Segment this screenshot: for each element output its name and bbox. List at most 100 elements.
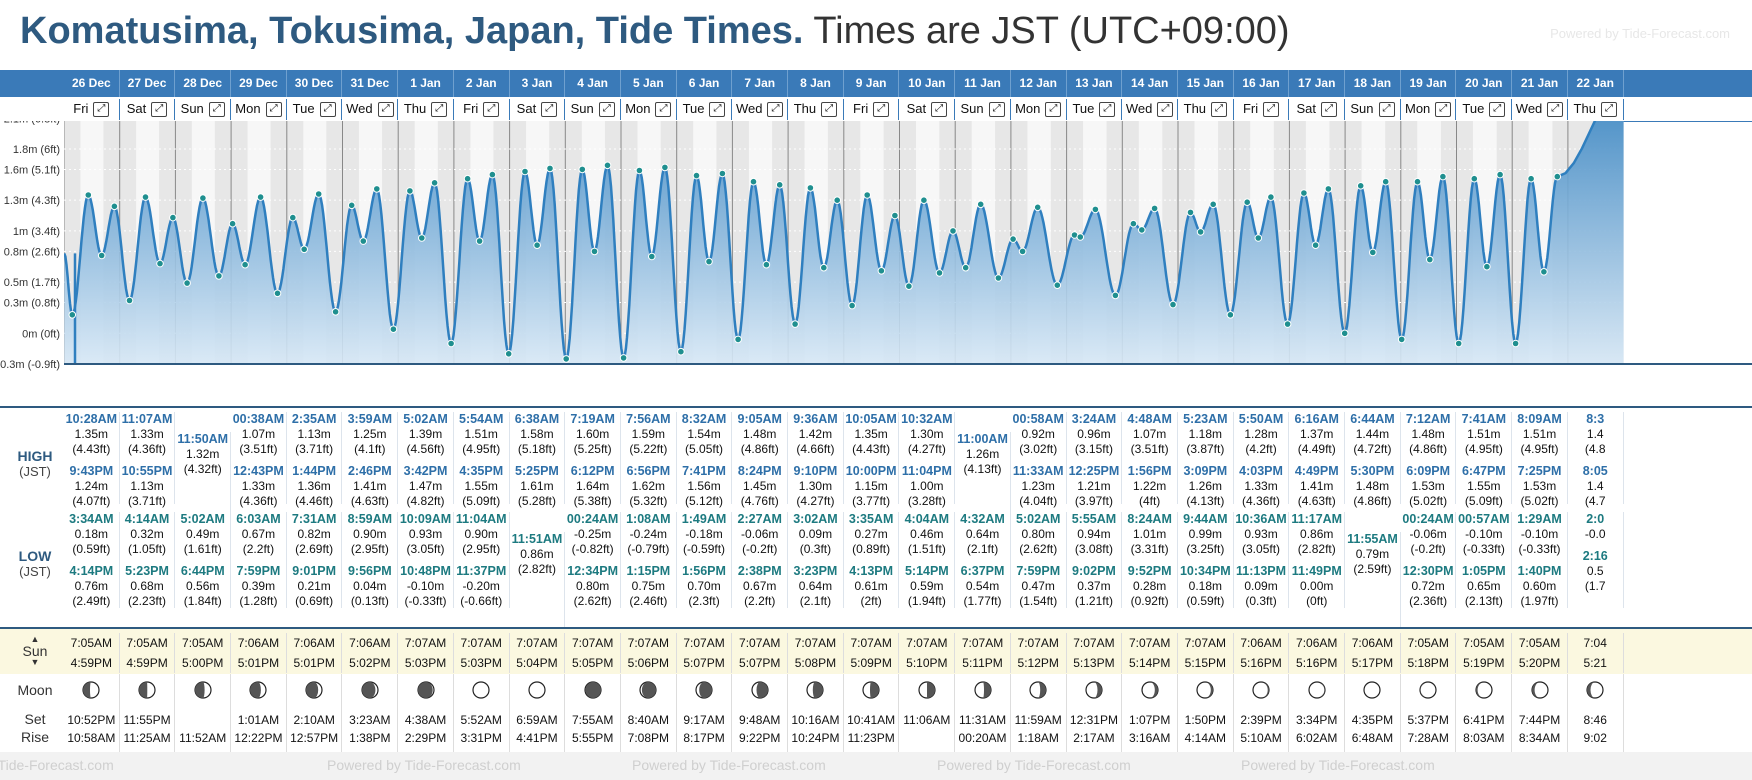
expand-icon[interactable]: ⤢ bbox=[319, 102, 336, 118]
tide-height-ft: (4.07ft) bbox=[72, 494, 111, 508]
tide-extreme-point bbox=[661, 163, 669, 172]
date-cell: 10 Jan bbox=[900, 70, 956, 97]
tide-height-ft: (3.28ft) bbox=[907, 494, 946, 508]
moon-phase-icon bbox=[973, 681, 992, 699]
y-tick-label: 0m (0ft) bbox=[22, 328, 60, 340]
tide-time: 1:49AM bbox=[681, 512, 727, 526]
y-tick-label: -0.3m (-0.9ft) bbox=[0, 359, 60, 371]
tide-chart-svg: -0.3m (-0.9ft) 0m (0ft) 0.3m (0.8ft) 0.5m (… bbox=[0, 121, 1752, 406]
tide-time: 2:35AM bbox=[291, 412, 337, 426]
sun-cell: 7:07AM 5:06PM bbox=[621, 633, 677, 673]
sunrise-time: 7:06AM bbox=[349, 636, 391, 650]
expand-icon[interactable]: ⤢ bbox=[431, 102, 448, 118]
tide-extreme-point bbox=[1243, 198, 1251, 206]
tide-height-ft: (4.27ft) bbox=[796, 494, 835, 508]
powered-by-watermark: Powered by Tide-Forecast.com bbox=[1241, 757, 1435, 773]
low-tide-cell: 6:03AM 0.67m (2.2ft) 7:59PM 0.39m (1.28ft) bbox=[231, 512, 287, 608]
day-of-week: Sun bbox=[180, 101, 204, 116]
expand-icon[interactable]: ⤢ bbox=[483, 102, 500, 118]
low-tide-entry: 6:44PM 0.56m (1.84ft) bbox=[175, 564, 230, 609]
expand-icon[interactable]: ⤢ bbox=[93, 102, 110, 118]
low-tide-cell: 11:17AM 0.86m (2.82ft) 11:49PM 0.00m (0ft) bbox=[1289, 512, 1346, 608]
tide-time: 7:19AM bbox=[570, 412, 615, 426]
y-axis-panel bbox=[0, 121, 64, 406]
tide-height-m: 0.64m bbox=[965, 527, 1000, 541]
tide-height-ft: (0.59ft) bbox=[72, 542, 111, 556]
tide-height-ft: (1.97ft) bbox=[1520, 594, 1559, 608]
tide-extreme-point bbox=[578, 165, 587, 174]
expand-icon[interactable]: ⤢ bbox=[1547, 102, 1564, 118]
moonset-time: 2:10AM bbox=[293, 713, 335, 727]
tide-height-ft: (2.46ft) bbox=[629, 594, 668, 608]
tide-height-ft: (5.02ft) bbox=[1520, 494, 1559, 508]
expand-icon[interactable]: ⤢ bbox=[931, 102, 948, 118]
expand-icon[interactable]: ⤢ bbox=[821, 102, 838, 118]
expand-icon[interactable]: ⤢ bbox=[1211, 102, 1228, 118]
tide-height-ft: (4.63ft) bbox=[350, 494, 389, 508]
tide-height-m: 1.15m bbox=[854, 479, 888, 493]
high-tide-cell: 3:24AM 0.96m (3.15ft) 12:25PM 1.21m (3.97ft) bbox=[1067, 412, 1123, 508]
tide-height-m: 0.28m bbox=[1132, 579, 1167, 593]
tide-extreme-point bbox=[1381, 177, 1390, 186]
sun-cell: 7:07AM 5:03PM bbox=[454, 633, 510, 673]
date-cell: 14 Jan bbox=[1122, 70, 1178, 97]
expand-icon[interactable]: ⤢ bbox=[767, 102, 784, 118]
expand-icon[interactable]: ⤢ bbox=[208, 102, 225, 118]
expand-icon[interactable]: ⤢ bbox=[1045, 102, 1062, 118]
expand-icon[interactable]: ⤢ bbox=[655, 102, 672, 118]
expand-icon[interactable]: ⤢ bbox=[1435, 102, 1452, 118]
tide-area bbox=[64, 121, 1624, 364]
tide-extreme-point bbox=[141, 193, 150, 201]
expand-icon[interactable]: ⤢ bbox=[1320, 102, 1337, 118]
moon-cell: 5:37PM 7:28AM bbox=[1401, 674, 1457, 752]
expand-icon[interactable]: ⤢ bbox=[1600, 102, 1617, 118]
tide-height-m: 0.39m bbox=[241, 579, 276, 593]
moon-phase-icon bbox=[1419, 681, 1437, 699]
tide-extreme-point bbox=[1091, 205, 1100, 214]
tide-height-m: 1.54m bbox=[687, 427, 721, 441]
expand-icon[interactable]: ⤢ bbox=[1099, 102, 1116, 118]
moonrise-time: 1:18AM bbox=[1017, 731, 1059, 745]
expand-icon[interactable]: ⤢ bbox=[1263, 102, 1280, 118]
tide-extreme-point bbox=[1196, 228, 1205, 236]
expand-icon[interactable]: ⤢ bbox=[873, 102, 890, 118]
tide-height-ft: (4.86ft) bbox=[1353, 494, 1392, 508]
moonset-time: 6:41PM bbox=[1463, 713, 1505, 727]
day-cell: Tue ⤢ bbox=[1067, 99, 1123, 120]
tide-time: 5:25PM bbox=[515, 464, 559, 478]
high-tide-cell: 6:16AM 1.37m (4.49ft) 4:49PM 1.41m (4.63ft) bbox=[1289, 412, 1346, 508]
low-tide-entry: 2:27AM -0.06m (-0.2ft) bbox=[732, 512, 787, 557]
moon-cell: 3:23AM 1:38PM bbox=[343, 674, 399, 752]
low-tide-cell: 10:36AM 0.93m (3.05ft) 11:13PM 0.09m (0.3ft) bbox=[1234, 512, 1290, 608]
sun-cell: 7:06AM 5:01PM bbox=[231, 633, 287, 673]
low-tide-cell: 8:59AM 0.90m (2.95ft) 9:56PM 0.04m (0.13ft) bbox=[343, 512, 399, 608]
tide-height-ft: (3.51ft) bbox=[1130, 442, 1169, 456]
expand-icon[interactable]: ⤢ bbox=[709, 102, 726, 118]
expand-icon[interactable]: ⤢ bbox=[1378, 102, 1395, 118]
moonset-time: 11:31AM bbox=[958, 713, 1007, 727]
low-tide-entry: 4:04AM 0.46m (1.51ft) bbox=[900, 512, 955, 557]
tide-height-ft: (5.38ft) bbox=[573, 494, 612, 508]
tide-extreme-point bbox=[806, 184, 815, 192]
expand-icon[interactable]: ⤢ bbox=[541, 102, 558, 118]
moon-cell: 11:52AM bbox=[175, 674, 232, 752]
tide-height-m: 1.55m bbox=[464, 479, 498, 493]
expand-icon[interactable]: ⤢ bbox=[377, 102, 394, 118]
tide-extreme-point bbox=[1283, 320, 1292, 328]
tide-height-m: 0.56m bbox=[186, 579, 220, 593]
moon-times: 8:46 9:02 bbox=[1568, 711, 1623, 747]
moonrise-time: 9:02 bbox=[1583, 731, 1607, 745]
expand-icon[interactable]: ⤢ bbox=[1157, 102, 1174, 118]
tide-time: 6:47PM bbox=[1461, 464, 1506, 478]
expand-icon[interactable]: ⤢ bbox=[988, 102, 1005, 118]
expand-icon[interactable]: ⤢ bbox=[598, 102, 615, 118]
expand-icon[interactable]: ⤢ bbox=[265, 102, 282, 118]
low-tide-entry: 3:02AM 0.09m (0.3ft) bbox=[788, 512, 843, 557]
tide-height-ft: (3.71ft) bbox=[128, 494, 167, 508]
high-tide-entry: 11:07AM 1.33m (4.36ft) bbox=[120, 412, 175, 457]
expand-icon[interactable]: ⤢ bbox=[151, 102, 168, 118]
tide-height-m: 0.5 bbox=[1586, 564, 1604, 578]
expand-icon[interactable]: ⤢ bbox=[1489, 102, 1506, 118]
moon-phase-icon bbox=[1586, 681, 1604, 699]
day-cell: Sat ⤢ bbox=[120, 99, 176, 120]
